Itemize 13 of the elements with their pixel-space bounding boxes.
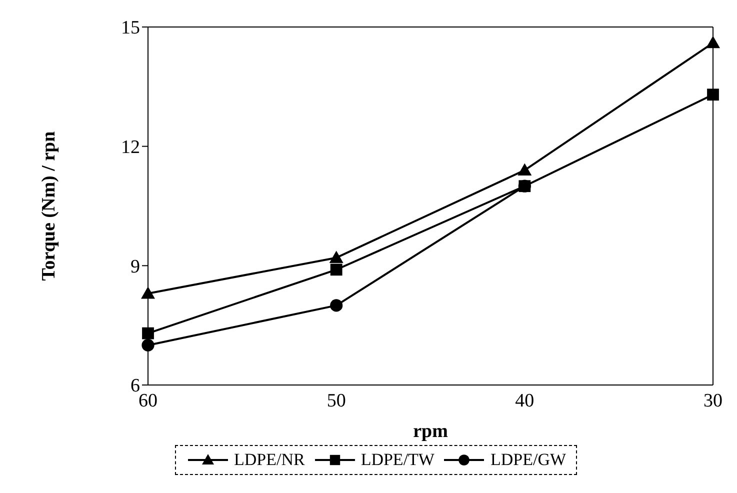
legend-label: LDPE/NR — [234, 450, 305, 470]
y-tick-label: 9 — [130, 256, 140, 278]
y-tick-label: 6 — [130, 376, 140, 397]
legend-label: LDPE/TW — [360, 450, 434, 470]
x-tick-label: 30 — [704, 390, 722, 412]
y-axis-title: Torque (Nm) / rpn — [38, 130, 60, 281]
x-axis-title: rpm — [413, 421, 448, 442]
x-tick-label: 50 — [326, 390, 346, 412]
x-tick-label: 40 — [515, 390, 534, 412]
y-tick-label: 12 — [121, 137, 140, 158]
legend-label: LDPE/GW — [490, 450, 566, 470]
x-tick-label: 60 — [138, 390, 158, 412]
y-tick-label: 15 — [121, 18, 140, 39]
